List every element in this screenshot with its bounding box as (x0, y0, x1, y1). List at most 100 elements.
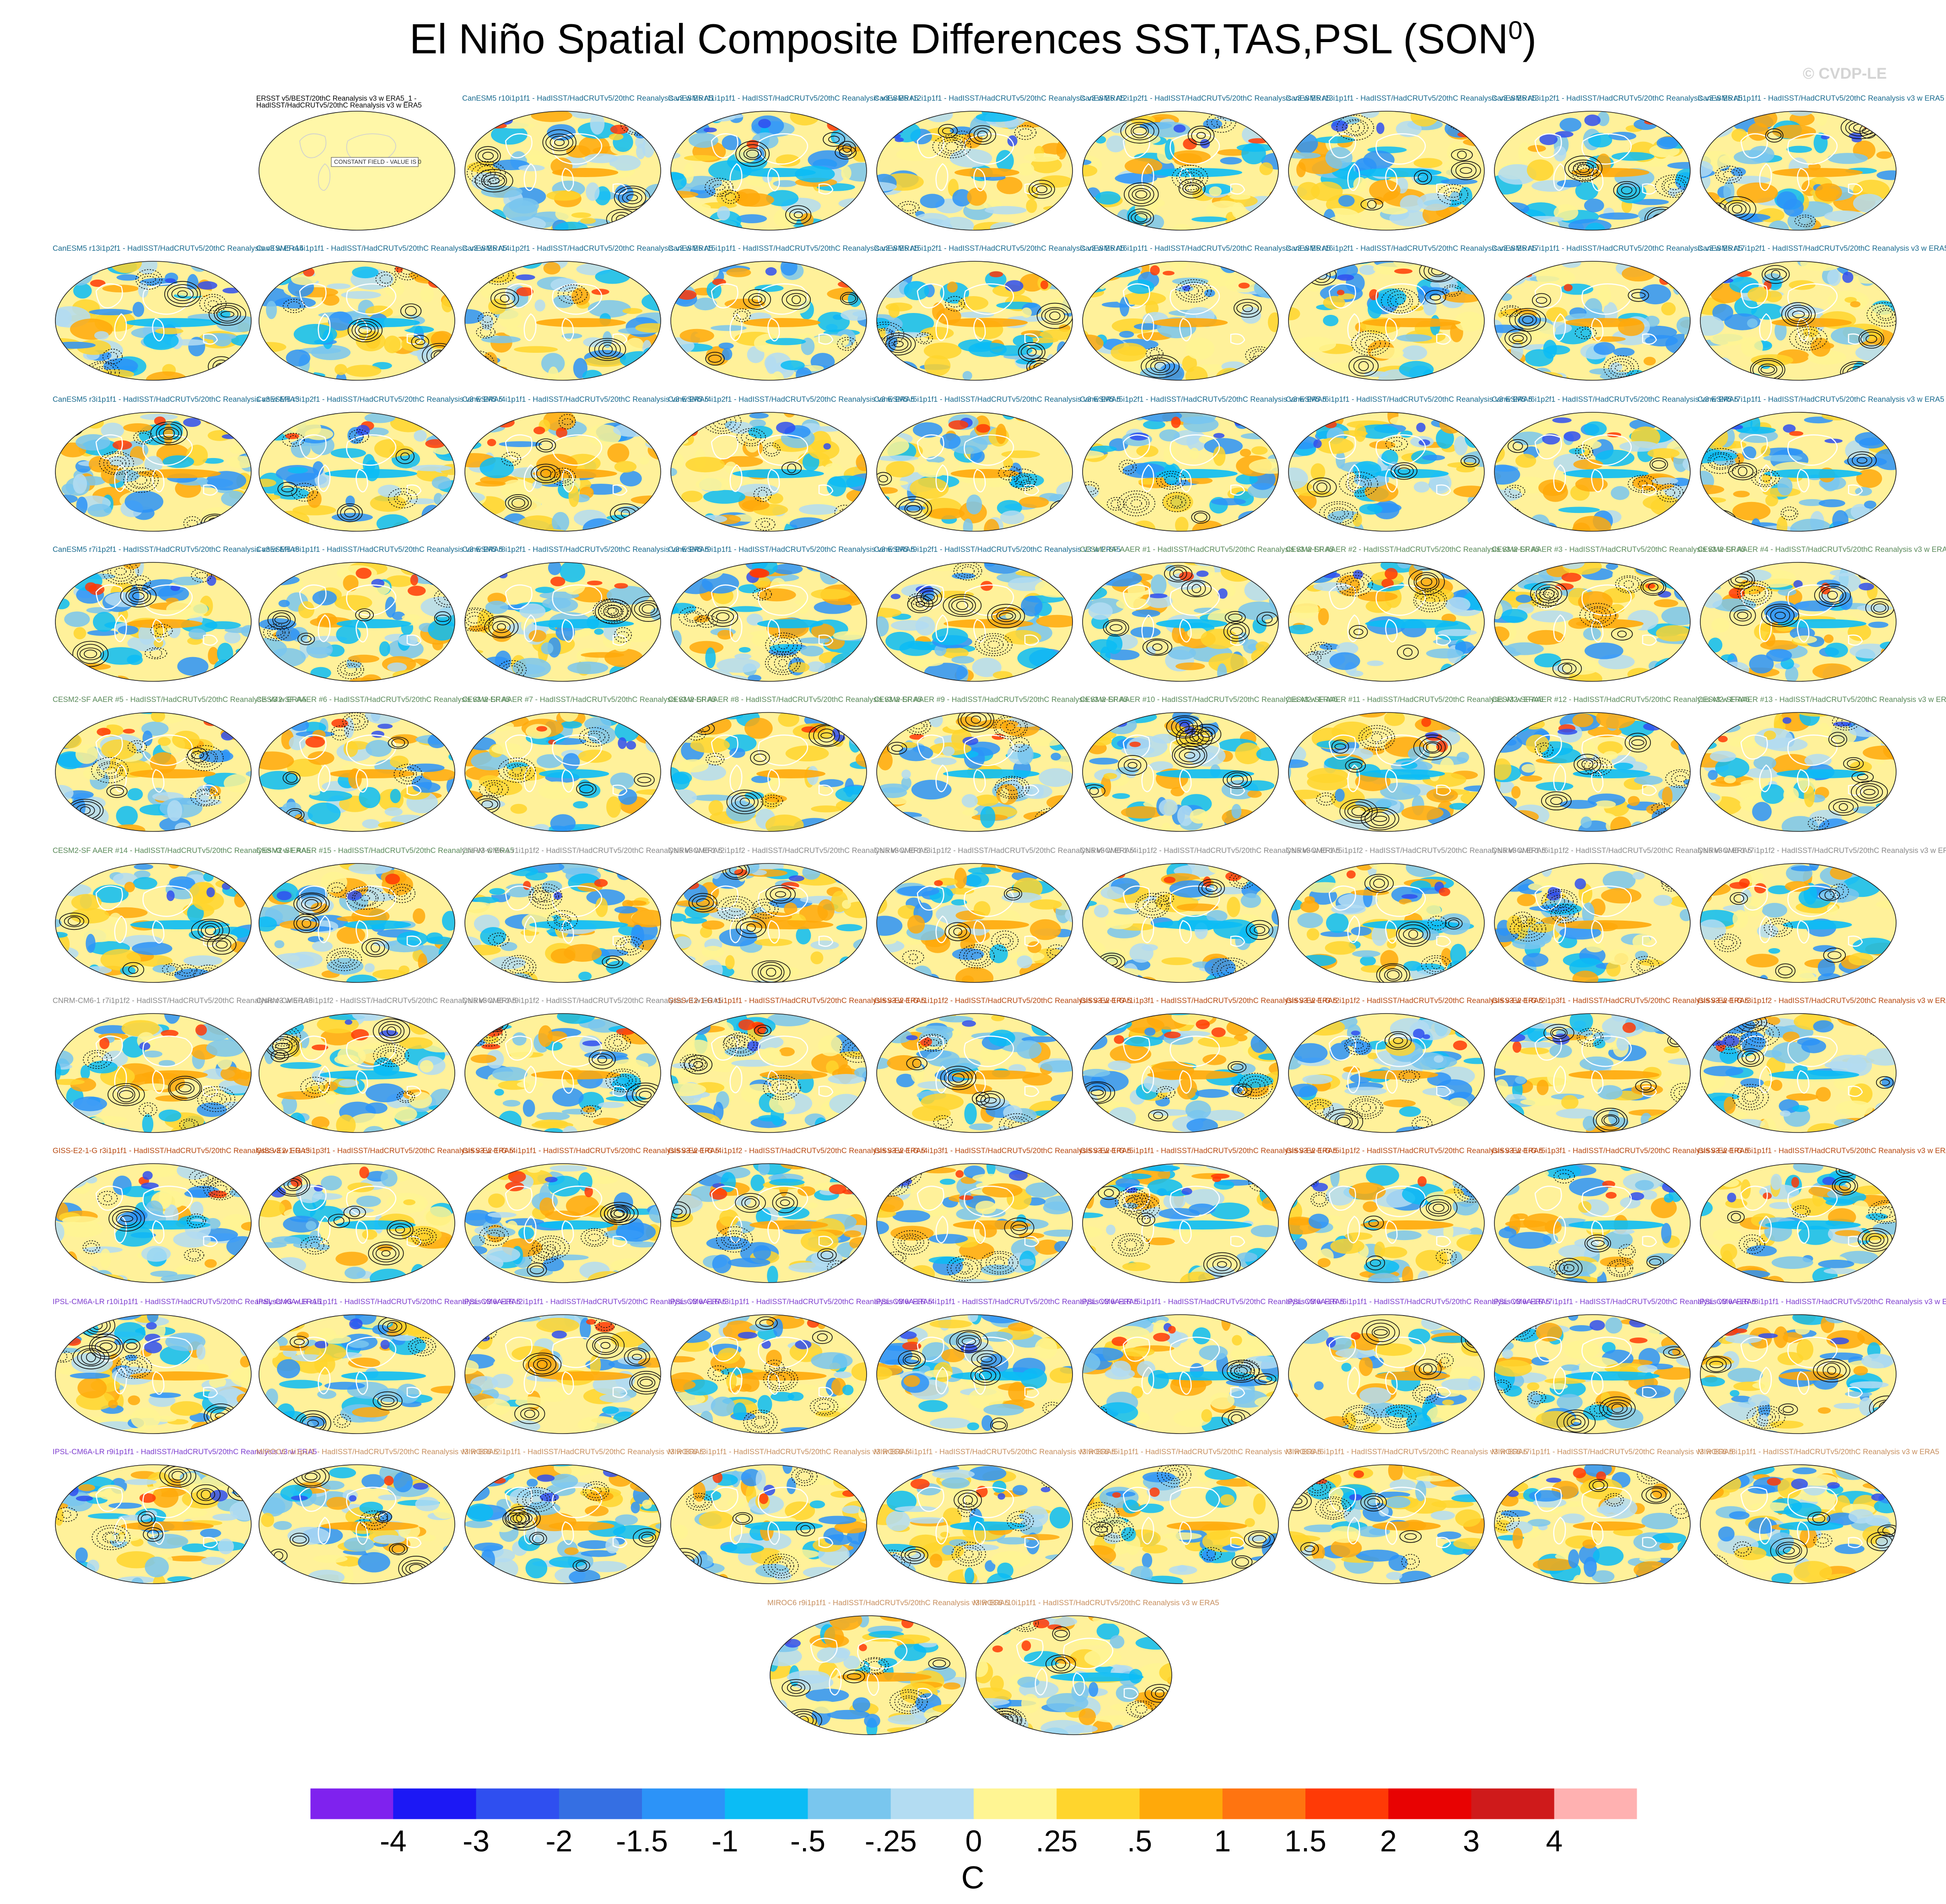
psl-contour (512, 498, 525, 508)
anomaly-patch (431, 476, 452, 490)
anomaly-patch (1251, 446, 1268, 455)
anomaly-patch (288, 863, 298, 870)
anomaly-patch (1853, 194, 1884, 213)
anomaly-patch (1628, 796, 1640, 806)
anomaly-patch (781, 360, 805, 370)
psl-contour (1592, 610, 1603, 620)
anomaly-patch (1297, 182, 1320, 200)
anomaly-patch (440, 863, 455, 876)
psl-contour (1197, 727, 1216, 742)
anomaly-patch (334, 364, 347, 375)
anomaly-spot (886, 718, 906, 728)
anomaly-patch (736, 484, 779, 497)
psl-contour (207, 300, 219, 307)
anomaly-patch (623, 972, 661, 982)
anomaly-patch (1004, 630, 1041, 645)
anomaly-patch (259, 727, 275, 740)
anomaly-patch (1348, 670, 1364, 677)
anomaly-patch (1822, 412, 1853, 421)
psl-contour (1700, 415, 1724, 433)
anomaly-patch (541, 353, 565, 374)
anomaly-patch (1700, 571, 1722, 584)
psl-contour (1347, 804, 1370, 818)
anomaly-patch (55, 288, 60, 298)
psl-contour (333, 729, 347, 737)
anomaly-patch (1456, 465, 1476, 473)
globe-map (55, 863, 252, 983)
anomaly-spot (1248, 138, 1268, 144)
anomaly-patch (623, 371, 661, 380)
anomaly-patch (1027, 111, 1068, 119)
anomaly-patch (850, 669, 867, 678)
psl-contour (1083, 484, 1096, 492)
globe-outline (464, 412, 661, 532)
psl-contour (484, 615, 519, 639)
psl-contour (326, 948, 362, 971)
psl-contour (272, 612, 291, 627)
psl-contour (1339, 471, 1378, 497)
coastline (1787, 133, 1838, 165)
psl-contour (1628, 735, 1647, 750)
anomaly-patch (1708, 770, 1718, 780)
anomaly-patch (1288, 114, 1324, 123)
psl-contour (1562, 663, 1572, 674)
anomaly-patch (736, 214, 767, 223)
anomaly-patch (123, 423, 153, 432)
globe-outline (876, 712, 1073, 832)
anomaly-patch (674, 575, 695, 585)
anomaly-patch (223, 981, 251, 982)
psl-contour (1418, 173, 1428, 182)
psl-contour (267, 626, 286, 639)
anomaly-patch (1712, 599, 1757, 612)
coastline (1553, 313, 1566, 341)
coastline (523, 163, 537, 191)
anomaly-patch (997, 177, 1023, 194)
psl-contour (997, 777, 1027, 798)
psl-contour (388, 884, 415, 903)
coastline (916, 434, 944, 459)
anomaly-patch (1311, 523, 1335, 531)
anomaly-patch (224, 627, 251, 633)
anomaly-patch (650, 713, 661, 729)
coastline (1534, 283, 1562, 308)
coastline (612, 333, 628, 345)
coastline (935, 163, 949, 191)
map-panel: CanESM5 r6i1p1f1 - HadISST/HadCRUTv5/20t… (1286, 396, 1532, 547)
anomaly-patch (1471, 570, 1481, 591)
panel-label: CESM2-SF AAER #11 - HadISST/HadCRUTv5/20… (1286, 696, 1543, 704)
psl-contour (775, 891, 786, 898)
psl-contour (956, 601, 968, 610)
psl-contour (1660, 486, 1681, 500)
anomaly-patch (101, 739, 137, 760)
psl-contour (1331, 509, 1345, 518)
anomaly-patch (940, 216, 974, 230)
psl-contour (1628, 475, 1658, 493)
anomaly-patch (1068, 668, 1073, 681)
anomaly-patch (1461, 577, 1484, 584)
anomaly-patch (1609, 362, 1623, 372)
panel-label: CESM2-SF AAER #4 - HadISST/HadCRUTv5/20t… (1698, 545, 1946, 554)
psl-contour (602, 345, 613, 355)
psl-contour (472, 359, 482, 368)
psl-contour (496, 623, 506, 631)
anomaly-patch (796, 926, 811, 944)
psl-contour (1131, 211, 1151, 224)
anomaly-spot (533, 426, 545, 435)
globe-map (1494, 712, 1691, 832)
coastline (964, 283, 1014, 315)
coastline (1141, 764, 1154, 793)
psl-contour (1053, 503, 1073, 516)
psl-contour (481, 172, 507, 190)
coastline (142, 434, 193, 466)
anomaly-spot (154, 416, 166, 426)
anomaly-patch (923, 342, 962, 359)
anomaly-patch (504, 495, 542, 513)
coastline (1375, 734, 1426, 766)
anomaly-patch (1149, 761, 1173, 771)
globe-outline (1082, 712, 1279, 832)
psl-contour (128, 965, 139, 974)
anomaly-patch (829, 712, 867, 720)
psl-contour (1795, 329, 1822, 348)
anomaly-patch (618, 714, 638, 722)
anomaly-patch (336, 625, 361, 644)
